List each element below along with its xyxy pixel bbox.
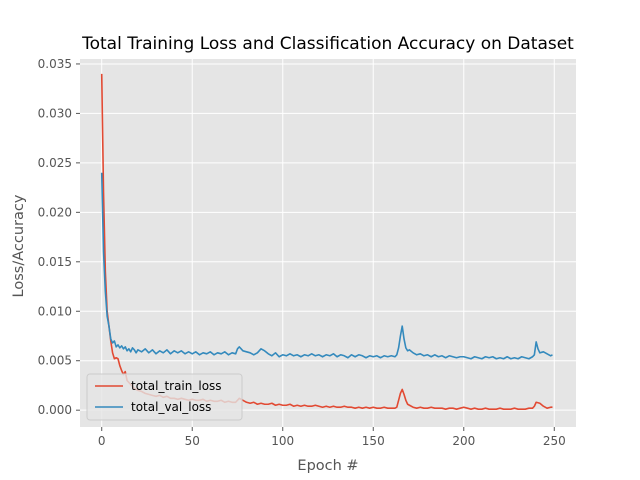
x-tick-label: 50 [185,434,200,448]
x-tick-label: 150 [362,434,385,448]
gridlines [80,59,576,427]
y-tick-label: 0.000 [38,403,72,417]
y-tick-label: 0.030 [38,106,72,120]
legend-box [86,373,243,421]
x-tick-label: 200 [452,434,475,448]
y-tick-label: 0.035 [38,57,72,71]
x-tick-label: 0 [98,434,106,448]
chart-title: Total Training Loss and Classification A… [81,34,574,54]
y-tick-label: 0.020 [38,205,72,219]
x-tick-label: 100 [271,434,294,448]
y-tick-label: 0.010 [38,304,72,318]
y-tick-label: 0.005 [38,354,72,368]
legend: total_train_loss total_val_loss [86,373,243,421]
legend-label-total-val-loss: total_val_loss [131,400,211,414]
legend-label-total-train-loss: total_train_loss [131,379,222,393]
y-tick-label: 0.025 [38,156,72,170]
axis-ticks: 0 50 100 150 200 250 0.000 0.005 0.010 0.015 0.020… [38,57,566,448]
plot-area [80,59,576,427]
y-tick-label: 0.015 [38,255,72,269]
x-axis-label: Epoch # [297,458,358,474]
series-line-total-val-loss [100,172,553,360]
y-axis-label: Loss/Accuracy [11,194,27,297]
x-tick-label: 250 [543,434,566,448]
